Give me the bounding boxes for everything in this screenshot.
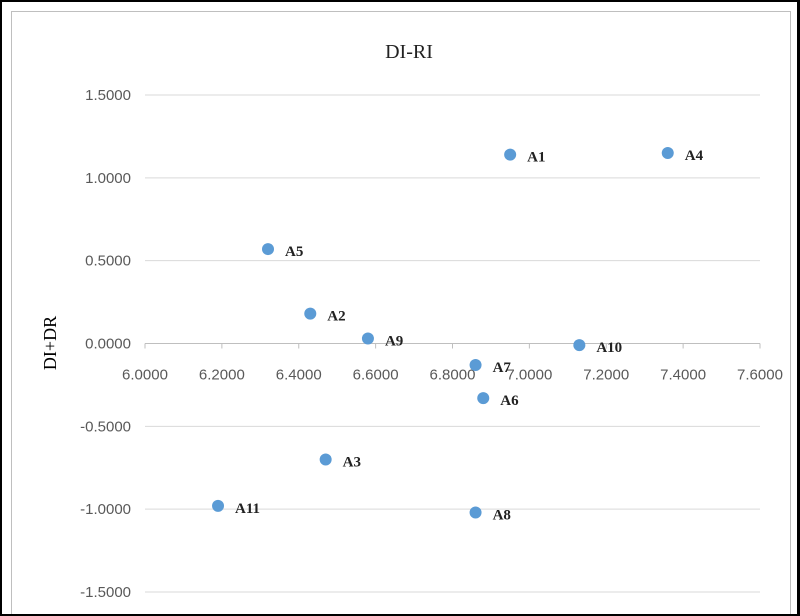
data-label-a7: A7 (493, 360, 512, 376)
y-axis-label: DI+DR (40, 316, 60, 370)
y-tick-label: -1.5000 (80, 584, 131, 601)
data-label-a8: A8 (493, 507, 511, 523)
data-point-a10 (573, 339, 586, 352)
data-point-a7 (469, 359, 482, 372)
data-point-a3 (319, 453, 332, 466)
data-points: A1 A2 A3 A4 A5 A6 A7 A8 A9 A10 A11 (212, 146, 704, 523)
data-point-a6 (477, 392, 490, 405)
x-tick-label: 7.0000 (506, 367, 552, 384)
data-point-a2 (304, 307, 317, 320)
y-tick-label: 0.5000 (85, 253, 131, 270)
data-label-a6: A6 (500, 393, 519, 409)
data-point-a4 (661, 146, 674, 159)
x-tick-label: 6.8000 (430, 367, 476, 384)
chart-title: DI-RI (385, 41, 433, 63)
x-tick-label: 7.4000 (660, 367, 706, 384)
x-tick-label: 6.2000 (199, 367, 245, 384)
x-tick-label: 6.0000 (122, 367, 168, 384)
data-label-a11: A11 (235, 501, 260, 517)
data-label-a10: A10 (596, 340, 622, 356)
y-tick-label: 1.0000 (85, 170, 131, 187)
x-tick-label: 6.4000 (276, 367, 322, 384)
data-point-a8 (469, 506, 482, 519)
y-tick-label: -0.5000 (80, 418, 131, 435)
y-tick-labels: 1.5000 1.0000 0.5000 0.0000 -0.5000 -1.0000 -1… (80, 87, 131, 601)
data-point-a1 (504, 148, 517, 161)
data-label-a4: A4 (685, 148, 704, 164)
data-label-a2: A2 (327, 309, 345, 325)
data-point-a9 (361, 332, 374, 345)
x-tick-label: 7.6000 (737, 367, 783, 384)
data-point-a5 (262, 243, 274, 256)
data-point-a11 (212, 499, 225, 512)
data-label-a3: A3 (343, 454, 361, 470)
chart-area (11, 11, 791, 614)
y-tick-label: -1.0000 (80, 501, 131, 518)
x-tick-label: 6.6000 (353, 367, 399, 384)
data-label-a9: A9 (385, 334, 403, 350)
y-tick-label: 1.5000 (85, 87, 131, 104)
x-tick-labels: 6.0000 6.2000 6.4000 6.6000 6.8000 7.0000 7.20… (122, 343, 783, 384)
x-tick-label: 7.2000 (583, 367, 629, 384)
data-label-a1: A1 (527, 150, 545, 166)
y-tick-label: 0.0000 (85, 336, 131, 353)
data-label-a5: A5 (285, 244, 303, 260)
